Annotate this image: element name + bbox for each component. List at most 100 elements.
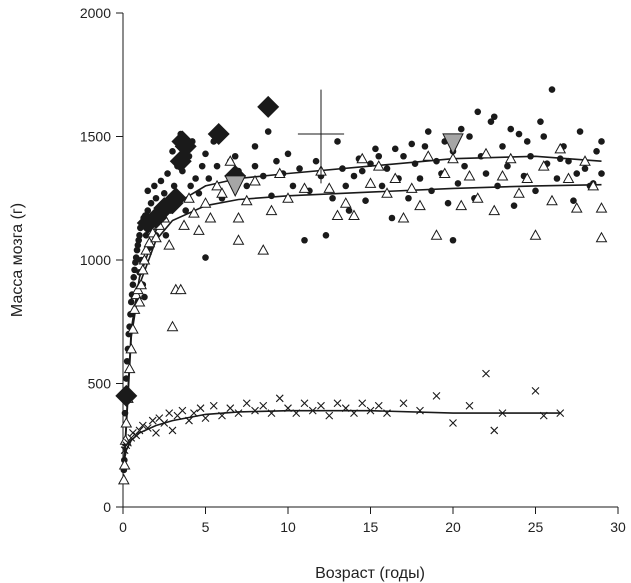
data-point-circle [273, 157, 280, 165]
data-point-circle [433, 157, 440, 165]
data-point-cross [218, 411, 226, 420]
data-point-triangle [562, 172, 575, 183]
data-point-circle [187, 182, 194, 190]
y-tick-label: 1500 [80, 129, 111, 145]
data-point-triangle [331, 209, 344, 221]
data-point-circle [454, 180, 462, 187]
data-point-triangle [216, 187, 228, 198]
data-point-triangle [364, 177, 377, 188]
data-point-circle [169, 148, 176, 155]
data-point-triangle [133, 295, 146, 307]
data-point-circle [507, 125, 515, 133]
data-point-circle [251, 143, 259, 150]
data-point-circle [515, 130, 523, 138]
data-point-circle [151, 182, 158, 190]
data-point-circle [312, 157, 320, 165]
data-point-circle [205, 175, 213, 182]
data-point-circle [144, 207, 152, 214]
data-point-triangle [135, 278, 147, 290]
data-point-grey-triangle [442, 133, 464, 156]
data-point-circle [123, 375, 130, 382]
data-point-cross [341, 404, 350, 413]
data-point-circle [259, 172, 267, 180]
data-point-circle [147, 199, 155, 207]
data-point-cross [209, 401, 218, 410]
data-point-triangle [232, 211, 245, 223]
data-point-circle [350, 172, 358, 180]
data-point-triangle [513, 187, 525, 198]
data-point-circle [123, 357, 131, 365]
data-point-circle [198, 162, 206, 170]
data-point-circle [289, 182, 297, 190]
data-point-circle [133, 246, 141, 254]
data-point-circle [202, 254, 209, 261]
data-point-cross [374, 401, 383, 410]
data-point-triangle [463, 169, 476, 181]
data-point-circle [264, 128, 272, 135]
data-point-cross [226, 404, 235, 413]
data-point-triangle [579, 155, 591, 166]
data-point-circle [127, 298, 135, 306]
y-tick-label: 0 [103, 499, 111, 515]
data-point-circle [573, 170, 581, 177]
data-point-circle [213, 162, 221, 170]
data-point-triangle [138, 253, 151, 265]
data-point-cross [160, 419, 169, 427]
data-point-triangle [595, 231, 608, 243]
data-point-triangle [204, 211, 217, 223]
data-point-circle [408, 140, 416, 148]
data-point-circle [345, 207, 353, 214]
data-point-triangle [118, 458, 131, 470]
data-point-cross [366, 406, 375, 415]
data-point-cross [399, 399, 408, 408]
data-point-circle [268, 192, 275, 200]
data-point-circle [391, 145, 399, 153]
data-point-circle [378, 182, 386, 190]
data-point-triangle [117, 473, 130, 485]
data-point-circle [411, 160, 419, 167]
data-point-circle [152, 194, 160, 202]
data-point-cross [490, 426, 499, 435]
data-point-triangle [240, 194, 253, 206]
data-point-triangle [211, 179, 223, 191]
data-point-triangle [125, 342, 138, 354]
data-point-circle [362, 197, 369, 205]
data-point-circle [424, 128, 432, 135]
data-point-cross [317, 401, 325, 410]
data-point-triangle [193, 224, 205, 235]
data-point-circle [540, 133, 548, 140]
data-point-circle [164, 170, 171, 177]
data-point-cross [300, 399, 309, 408]
data-point-circle [136, 232, 143, 239]
data-point-triangle [422, 150, 435, 161]
data-point-circle [342, 182, 350, 190]
data-point-circle [195, 190, 203, 197]
data-point-circle [339, 165, 346, 172]
data-point-circle [192, 175, 199, 182]
data-point-triangle [397, 211, 410, 223]
x-tick-label: 25 [528, 519, 544, 535]
data-point-triangle [136, 263, 149, 275]
data-point-triangle [120, 416, 133, 428]
data-point-circle [499, 143, 506, 150]
data-point-cross [325, 411, 334, 420]
data-point-triangle [127, 323, 139, 334]
data-point-circle [135, 236, 142, 244]
data-point-circle [284, 150, 292, 158]
data-point-triangle [372, 160, 385, 171]
data-point-circle [129, 281, 137, 289]
data-point-circle [523, 138, 531, 145]
data-point-circle [132, 254, 140, 261]
x-tick-label: 10 [280, 519, 296, 535]
data-point-triangle [438, 167, 451, 179]
data-point-cross [539, 411, 548, 420]
data-point-cross [178, 406, 187, 415]
data-point-cross [284, 404, 292, 413]
data-point-cross [465, 401, 474, 410]
data-point-circle [449, 236, 457, 244]
data-point-triangle [178, 219, 190, 230]
fit-curve-2 [123, 183, 602, 473]
data-point-triangle [587, 179, 600, 191]
data-point-triangle [323, 182, 336, 193]
